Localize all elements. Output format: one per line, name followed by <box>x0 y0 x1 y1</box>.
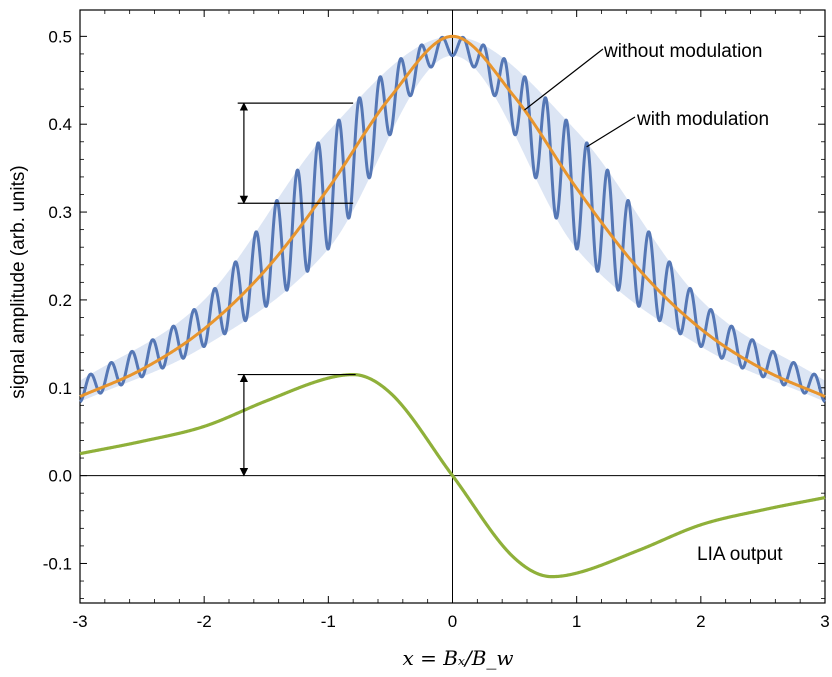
x-tick-label: 3 <box>820 612 829 631</box>
x-tick-label: 0 <box>448 612 457 631</box>
annotation-with-modulation: with modulation <box>636 109 769 130</box>
y-tick-label: 0.3 <box>48 203 72 222</box>
x-tick-label: -1 <box>321 612 336 631</box>
series-lia-output-line <box>79 372 826 579</box>
x-tick-label: -2 <box>197 612 212 631</box>
annotation-lia-output: LIA output <box>697 544 783 565</box>
x-tick-label: -3 <box>72 612 87 631</box>
y-tick-label: 0.1 <box>48 379 72 398</box>
annotation-without-modulation: without modulation <box>603 41 762 62</box>
y-tick-label: 0.2 <box>48 291 72 310</box>
leader-with-modulation <box>586 116 636 148</box>
y-tick-label: -0.1 <box>43 554 72 573</box>
leader-without-modulation <box>524 48 604 111</box>
x-tick-label: 1 <box>572 612 581 631</box>
series-without-modulation-line <box>79 34 826 398</box>
y-tick-label: 0.4 <box>48 115 72 134</box>
y-tick-label: 0.5 <box>48 27 72 46</box>
x-axis-title: x = Bₓ/B_w <box>402 646 513 670</box>
y-tick-label: 0.0 <box>48 467 72 486</box>
x-tick-label: 2 <box>696 612 705 631</box>
series-with-modulation-line <box>78 35 827 404</box>
modulation-band <box>80 36 825 402</box>
y-axis-title: signal amplitude (arb. units) <box>8 165 29 398</box>
